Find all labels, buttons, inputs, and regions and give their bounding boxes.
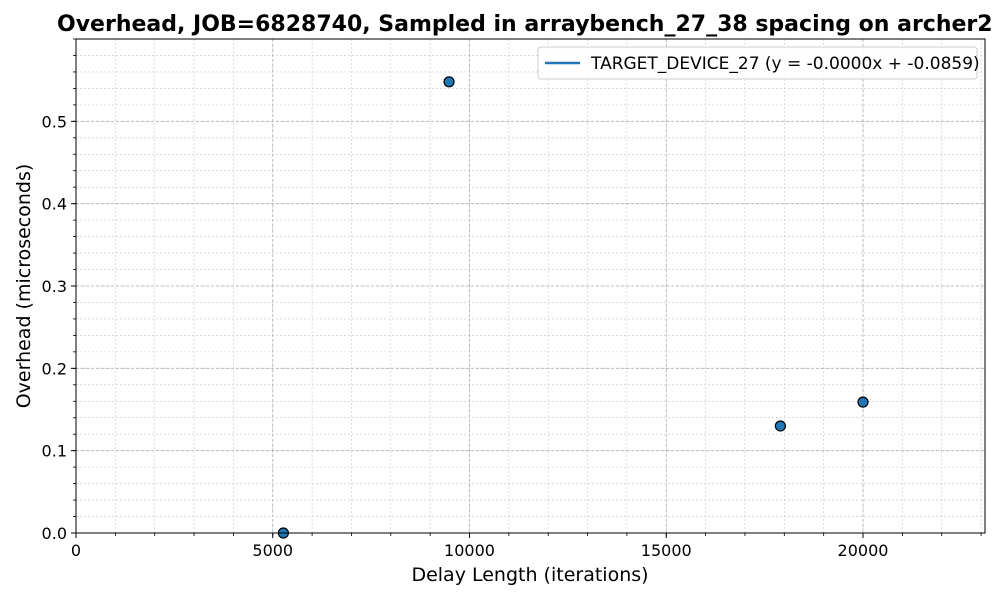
data-point [443,76,455,88]
data-points [277,76,869,539]
x-tick-label: 10000 [444,541,495,560]
y-tick-label: 0.2 [42,359,67,378]
data-point [774,420,786,432]
y-axis-label: Overhead (microseconds) [13,164,35,409]
y-tick-label: 0.4 [42,195,67,214]
y-tick-label: 0.5 [42,112,67,131]
axis-ticks: 0 5000 10000 15000 20000 0.0 0.1 0.2 0.3 0.4 0.5 [42,38,982,560]
x-tick-label: 0 [71,541,81,560]
y-tick-label: 0.3 [42,277,67,296]
x-tick-label: 15000 [641,541,692,560]
legend-label: TARGET_DEVICE_27 (y = -0.0000x + -0.0859… [590,54,980,74]
x-axis-label: Delay Length (iterations) [411,564,648,586]
legend-box [537,46,978,80]
legend: TARGET_DEVICE_27 (y = -0.0000x + -0.0859… [537,46,980,80]
data-point [857,396,869,408]
chart-title: Overhead, JOB=6828740, Sampled in arrayb… [57,12,993,37]
x-tick-label: 20000 [838,541,889,560]
y-tick-label: 0.0 [42,524,67,543]
x-tick-label: 5000 [252,541,293,560]
y-tick-label: 0.1 [42,442,67,461]
